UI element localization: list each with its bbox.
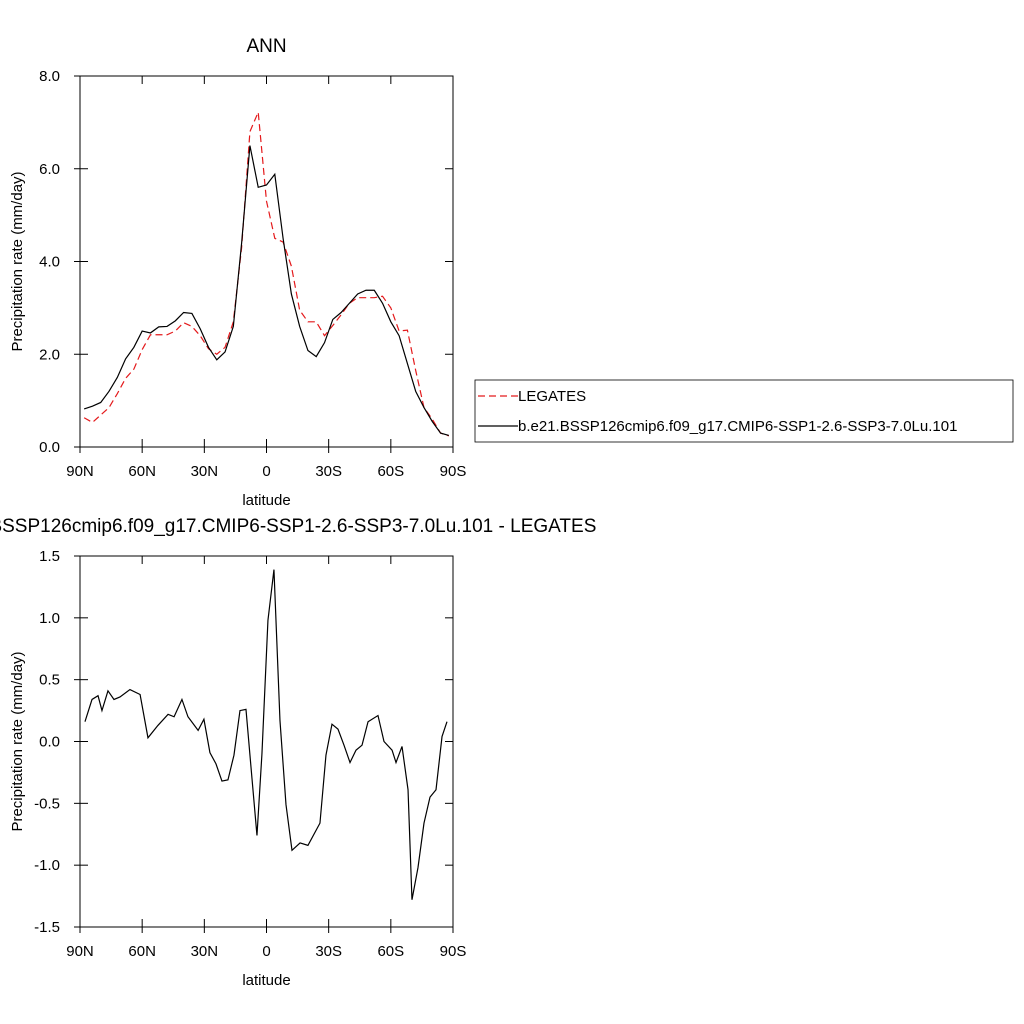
legend-box (474, 379, 1014, 443)
x-tick-label: 90N (66, 463, 94, 480)
x-tick-label: 60N (128, 463, 156, 480)
x-tick-label: 90S (440, 463, 467, 480)
x-tick-label: 90N (66, 943, 94, 960)
x-tick-label: 30S (315, 943, 342, 960)
x-tick-label: 30S (315, 463, 342, 480)
y-tick-label: 2.0 (39, 346, 60, 363)
x-tick-label: 90S (440, 943, 467, 960)
data-line (83, 145, 450, 436)
plot-frame (79, 75, 454, 448)
y-tick-label: 1.5 (39, 548, 60, 565)
y-tick-label: 6.0 (39, 161, 60, 178)
plot-frame (79, 555, 454, 928)
x-tick-label: 30N (191, 943, 219, 960)
legend-label: b.e21.BSSP126cmip6.f09_g17.CMIP6-SSP1-2.… (518, 418, 957, 435)
y-tick-label: -1.0 (34, 857, 60, 874)
x-tick-label: 0 (262, 463, 270, 480)
y-tick-label: 4.0 (39, 254, 60, 271)
legend-label: LEGATES (518, 388, 586, 405)
y-axis-label: Precipitation rate (mm/day) (9, 651, 26, 831)
y-tick-label: 1.0 (39, 610, 60, 627)
y-tick-label: -0.5 (34, 795, 60, 812)
y-tick-label: 0.0 (39, 734, 60, 751)
x-tick-label: 30N (191, 463, 219, 480)
y-tick-label: -1.5 (34, 919, 60, 936)
x-tick-label: 60N (128, 943, 156, 960)
y-tick-label: 0.0 (39, 439, 60, 456)
data-line (83, 111, 450, 437)
x-axis-label: latitude (242, 972, 290, 989)
data-line (84, 569, 448, 900)
chart-title: b.e21.BSSP126cmip6.f09_g17.CMIP6-SSP1-2.… (0, 516, 596, 537)
x-tick-label: 0 (262, 943, 270, 960)
y-tick-label: 0.5 (39, 672, 60, 689)
chart-title: ANN (246, 36, 286, 57)
y-tick-label: 8.0 (39, 68, 60, 85)
x-tick-label: 60S (377, 943, 404, 960)
x-tick-label: 60S (377, 463, 404, 480)
x-axis-label: latitude (242, 492, 290, 509)
y-axis-label: Precipitation rate (mm/day) (9, 171, 26, 351)
